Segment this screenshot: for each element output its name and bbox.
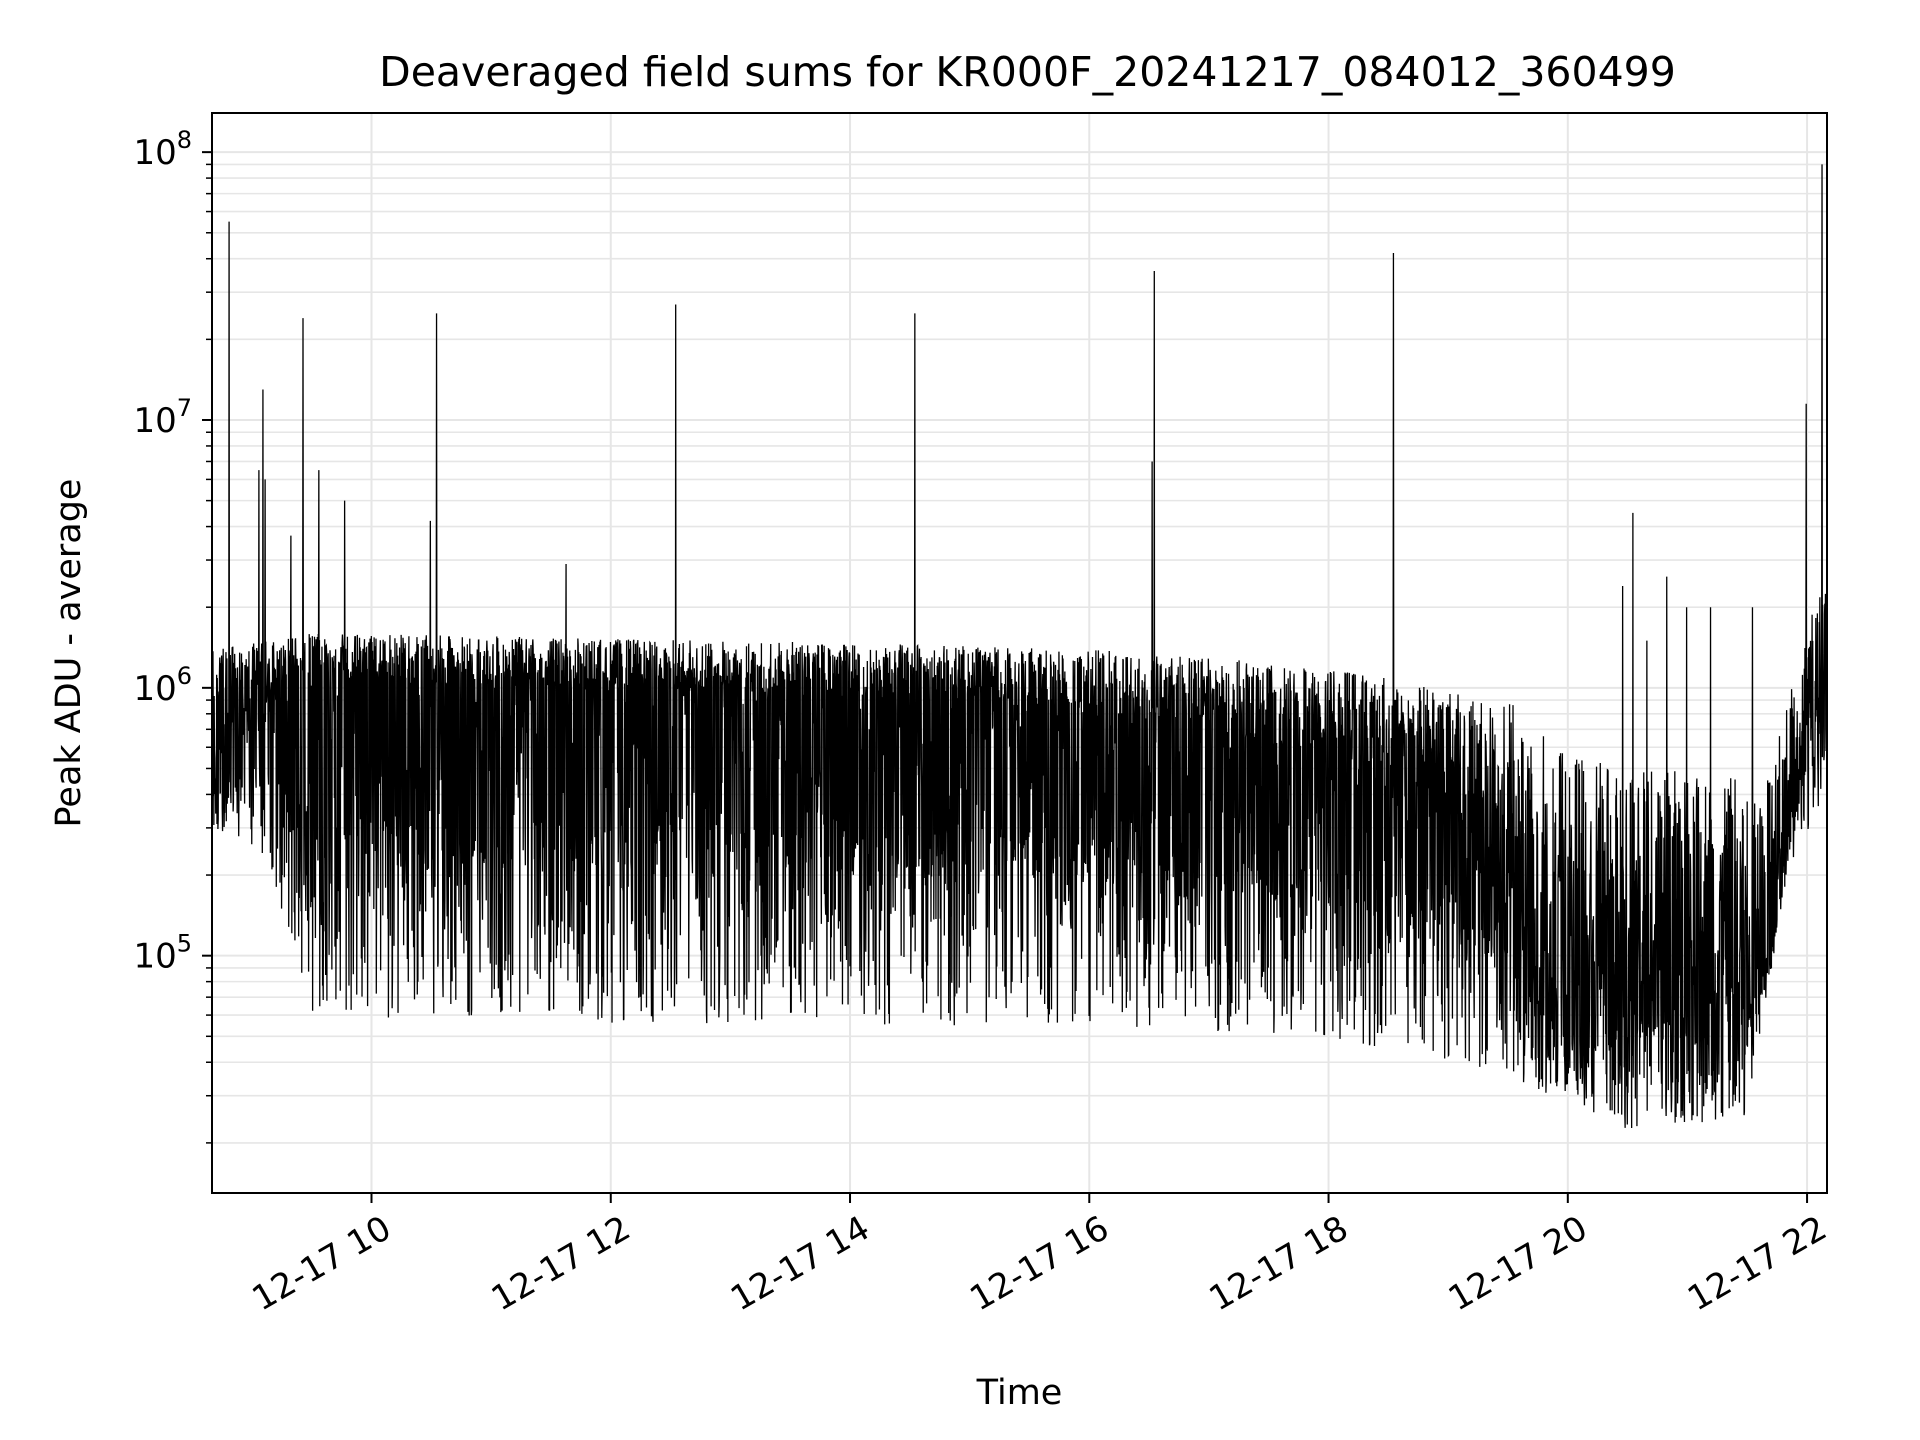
y-tick-label: 105 (133, 930, 192, 977)
y-tick-label: 108 (133, 126, 192, 173)
chart-title: Deaveraged field sums for KR000F_2024121… (379, 48, 1676, 96)
x-axis-label: Time (976, 1373, 1063, 1413)
series-line (212, 164, 1827, 1128)
y-tick-label: 106 (133, 662, 192, 709)
data-series (212, 164, 1827, 1128)
y-axis-label: Peak ADU - average (49, 479, 89, 828)
plot-frame (211, 112, 1828, 1194)
y-axis-ticks: 105 106 107 108 (133, 126, 212, 1144)
y-tick-label: 107 (133, 394, 192, 441)
